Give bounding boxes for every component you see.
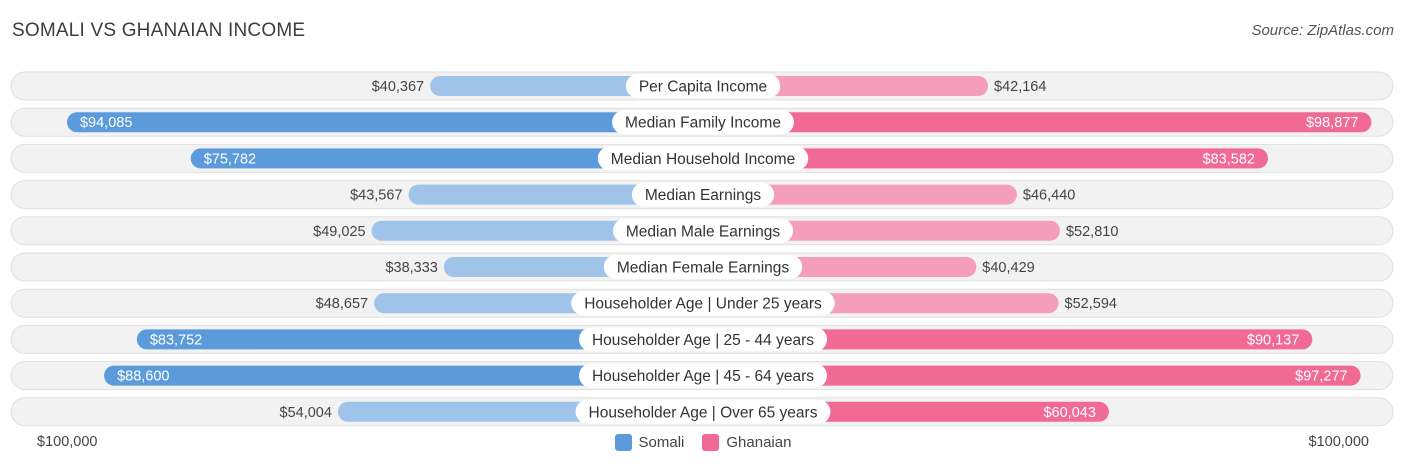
value-label-somali: $94,085 bbox=[80, 115, 132, 131]
chart-row: $83,752 $90,137 Householder Age | 25 - 44 … bbox=[10, 324, 1394, 354]
category-label: Householder Age | Over 65 years bbox=[589, 404, 818, 421]
chart-row: $75,782 $83,582 Median Household Income bbox=[10, 143, 1394, 173]
value-label-somali: $48,657 bbox=[316, 296, 368, 312]
category-label: Median Family Income bbox=[625, 115, 781, 132]
category-pill bbox=[575, 399, 831, 424]
chart-row: $88,600 $97,277 Householder Age | 45 - 64 … bbox=[10, 361, 1394, 391]
axis-right-label: $100,000 bbox=[1308, 434, 1369, 450]
value-label-ghanaian: $60,043 bbox=[1043, 405, 1095, 421]
value-label-ghanaian: $52,810 bbox=[1066, 224, 1118, 240]
category-pill bbox=[571, 291, 835, 316]
category-pill bbox=[625, 74, 781, 98]
chart-title: SOMALI VS GHANAIAN INCOME bbox=[12, 20, 306, 41]
bar-somali bbox=[104, 365, 703, 386]
category-label: Median Household Income bbox=[611, 151, 795, 168]
category-label: Median Female Earnings bbox=[617, 260, 790, 277]
category-pill bbox=[578, 327, 828, 352]
category-pill bbox=[597, 146, 809, 171]
bar-ghanaian bbox=[703, 329, 1313, 350]
bar-somali bbox=[136, 329, 703, 350]
legend-label-somali: Somali bbox=[638, 433, 685, 451]
source-note: Source: ZipAtlas.com bbox=[1251, 22, 1394, 39]
category-label: Per Capita Income bbox=[639, 79, 767, 96]
value-label-somali: $54,004 bbox=[280, 405, 332, 421]
value-label-ghanaian: $40,429 bbox=[982, 260, 1034, 276]
category-label: Householder Age | 45 - 64 years bbox=[592, 368, 814, 385]
value-label-ghanaian: $97,277 bbox=[1295, 369, 1347, 385]
category-label: Householder Age | Under 25 years bbox=[584, 296, 822, 313]
value-label-ghanaian: $90,137 bbox=[1247, 332, 1299, 348]
bar-ghanaian bbox=[703, 184, 1017, 205]
legend-swatch-ghanaian bbox=[702, 433, 720, 451]
category-pill bbox=[612, 218, 794, 243]
bar-somali bbox=[190, 148, 703, 169]
legend-item-somali[interactable]: Somali bbox=[614, 433, 685, 451]
value-label-ghanaian: $52,594 bbox=[1065, 296, 1117, 312]
legend: Somali Ghanaian bbox=[0, 432, 1406, 452]
value-label-somali: $38,333 bbox=[385, 260, 437, 276]
category-pill bbox=[578, 363, 828, 388]
category-label: Median Male Earnings bbox=[626, 223, 780, 240]
value-label-somali: $43,567 bbox=[350, 188, 402, 204]
chart-row: $43,567 $46,440 Median Earnings bbox=[10, 180, 1394, 210]
legend-label-ghanaian: Ghanaian bbox=[726, 433, 792, 451]
category-label: Median Earnings bbox=[645, 187, 762, 204]
bar-ghanaian bbox=[703, 365, 1361, 386]
chart-row: $40,367 $42,164 Per Capita Income bbox=[10, 71, 1394, 101]
value-label-ghanaian: $98,877 bbox=[1306, 115, 1358, 131]
value-label-somali: $49,025 bbox=[313, 224, 365, 240]
bar-somali bbox=[408, 184, 703, 205]
value-label-somali: $88,600 bbox=[117, 369, 169, 385]
chart-row: $38,333 $40,429 Median Female Earnings bbox=[10, 252, 1394, 282]
chart-row: $94,085 $98,877 Median Family Income bbox=[10, 107, 1394, 137]
bar-ghanaian bbox=[703, 148, 1269, 169]
bar-ghanaian bbox=[703, 112, 1372, 133]
legend-swatch-somali bbox=[614, 433, 632, 451]
value-label-somali: $75,782 bbox=[204, 151, 256, 167]
bar-somali bbox=[66, 112, 703, 133]
category-pill bbox=[612, 110, 794, 135]
value-label-ghanaian: $83,582 bbox=[1203, 151, 1255, 167]
chart-row: $48,657 $52,594 Householder Age | Under 25… bbox=[10, 288, 1394, 318]
chart-row: $54,004 $60,043 Householder Age | Over 65 … bbox=[10, 397, 1394, 427]
category-label: Householder Age | 25 - 44 years bbox=[592, 332, 814, 349]
value-label-somali: $40,367 bbox=[372, 79, 424, 95]
category-pill bbox=[631, 182, 775, 207]
value-label-ghanaian: $42,164 bbox=[994, 79, 1046, 95]
chart-row: $49,025 $52,810 Median Male Earnings bbox=[10, 216, 1394, 246]
axis-left-label: $100,000 bbox=[37, 434, 98, 450]
value-label-ghanaian: $46,440 bbox=[1023, 188, 1075, 204]
bar-ghanaian bbox=[703, 220, 1060, 241]
value-label-somali: $83,752 bbox=[150, 332, 202, 348]
legend-item-ghanaian[interactable]: Ghanaian bbox=[702, 433, 792, 451]
category-pill bbox=[603, 255, 803, 279]
